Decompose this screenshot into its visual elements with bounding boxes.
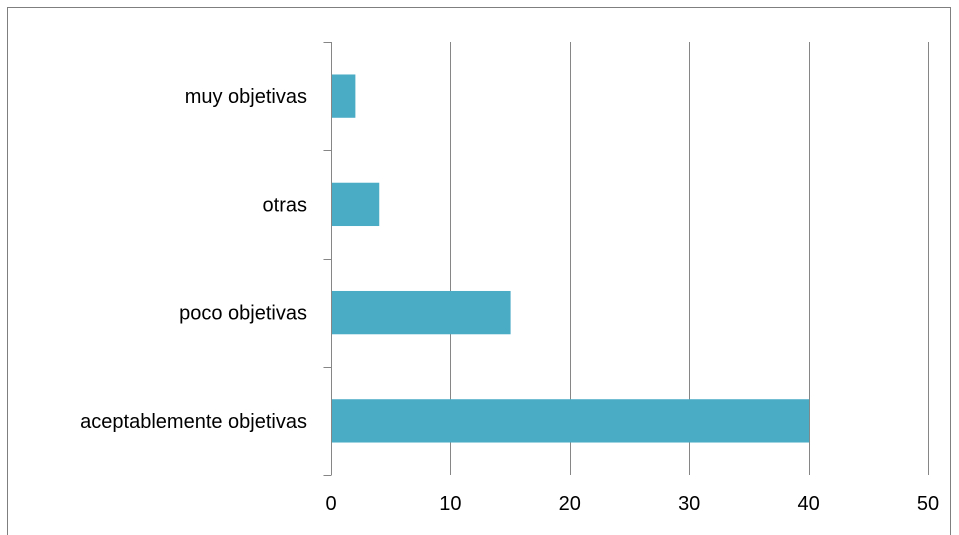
axes	[323, 42, 332, 476]
x-tick-label: 30	[678, 493, 700, 515]
category-label: muy objetivas	[185, 86, 307, 108]
bars	[331, 74, 810, 443]
bar-aceptablemente-objetivas	[331, 399, 810, 443]
labels: aceptablemente objetivas poco objetivas ot…	[80, 86, 939, 515]
x-tick-label: 40	[797, 493, 819, 515]
category-label: poco objetivas	[179, 303, 307, 325]
bar-otras	[331, 182, 380, 227]
category-label: aceptablemente objetivas	[80, 411, 307, 433]
x-tick-label: 20	[559, 493, 581, 515]
x-tick-label: 50	[917, 493, 939, 515]
category-label: otras	[263, 194, 307, 216]
bar-poco-objetivas	[331, 290, 511, 335]
x-tick-label: 10	[439, 493, 461, 515]
chart-frame	[7, 7, 951, 535]
x-tick-label: 0	[325, 493, 336, 515]
bar-muy-objetivas	[331, 74, 356, 118]
